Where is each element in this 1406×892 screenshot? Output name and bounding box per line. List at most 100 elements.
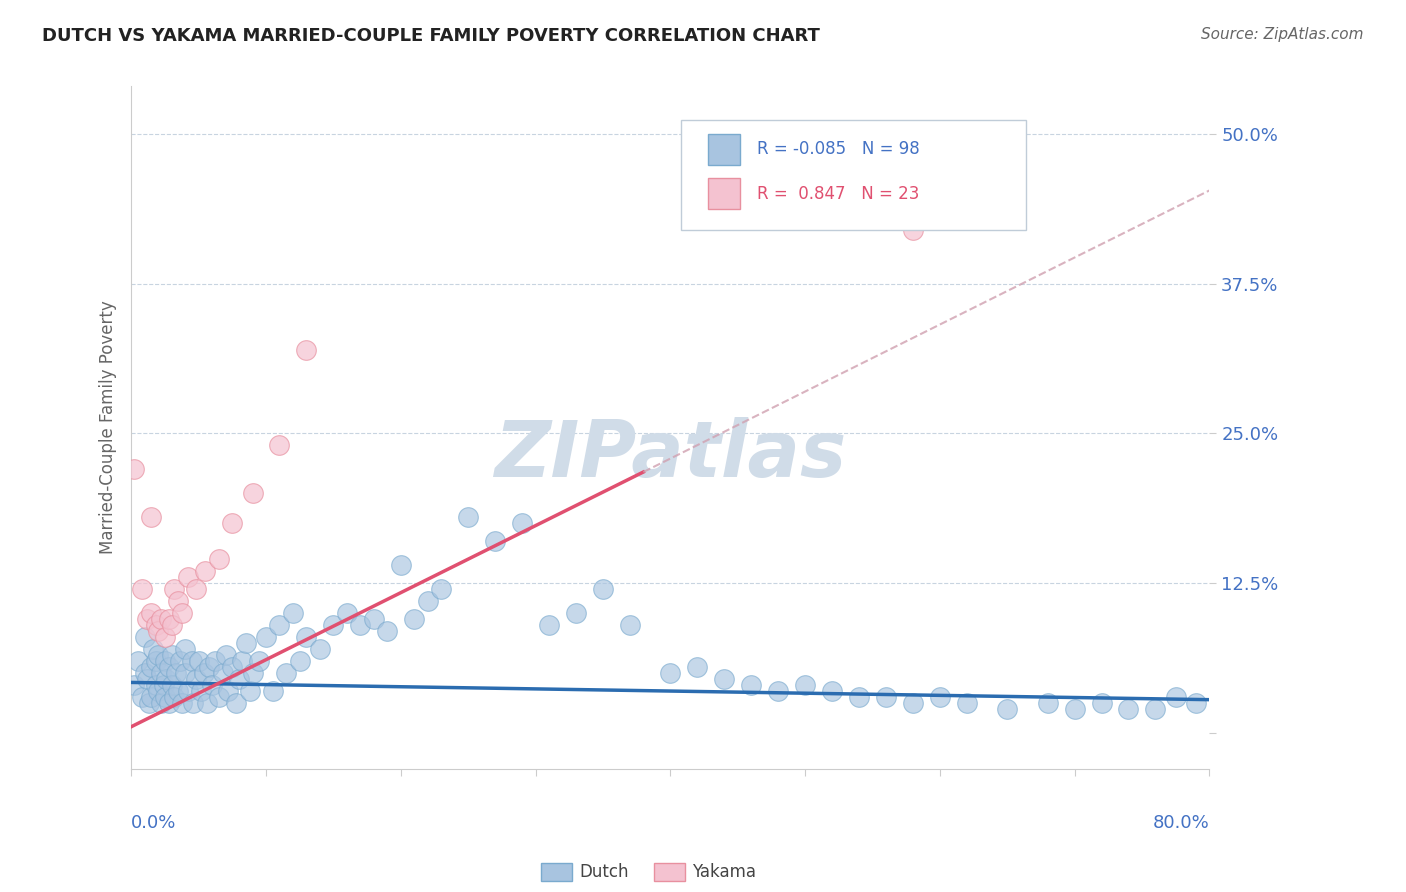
Point	[153, 690, 176, 704]
Point	[198, 660, 221, 674]
Point	[901, 696, 924, 710]
Point	[187, 654, 209, 668]
Point	[740, 678, 762, 692]
Point	[157, 696, 180, 710]
Point	[160, 618, 183, 632]
Point	[214, 648, 236, 662]
Point	[875, 690, 897, 704]
FancyBboxPatch shape	[709, 178, 741, 209]
Point	[169, 654, 191, 668]
Point	[1036, 696, 1059, 710]
Point	[242, 486, 264, 500]
Text: Dutch: Dutch	[579, 863, 628, 881]
Point	[181, 696, 204, 710]
Point	[131, 690, 153, 704]
Point	[184, 672, 207, 686]
Point	[686, 660, 709, 674]
Point	[1144, 702, 1167, 716]
Text: DUTCH VS YAKAMA MARRIED-COUPLE FAMILY POVERTY CORRELATION CHART: DUTCH VS YAKAMA MARRIED-COUPLE FAMILY PO…	[42, 27, 820, 45]
Point	[1063, 702, 1085, 716]
Point	[172, 606, 194, 620]
Point	[404, 612, 426, 626]
Point	[153, 654, 176, 668]
Point	[141, 660, 163, 674]
Point	[221, 516, 243, 531]
Point	[160, 648, 183, 662]
Point	[160, 678, 183, 692]
Point	[363, 612, 385, 626]
Point	[122, 462, 145, 476]
Point	[269, 438, 291, 452]
FancyBboxPatch shape	[681, 120, 1026, 229]
Text: ZIPatlas: ZIPatlas	[494, 417, 846, 492]
Point	[217, 683, 239, 698]
Point	[510, 516, 533, 531]
Point	[221, 660, 243, 674]
Point	[145, 678, 167, 692]
Point	[956, 696, 979, 710]
Point	[149, 612, 172, 626]
Point	[184, 582, 207, 596]
Point	[416, 594, 439, 608]
Point	[228, 672, 250, 686]
Point	[262, 683, 284, 698]
Point	[157, 612, 180, 626]
Point	[136, 612, 159, 626]
Point	[235, 636, 257, 650]
Text: R =  0.847   N = 23: R = 0.847 N = 23	[756, 185, 920, 202]
Point	[165, 665, 187, 680]
Point	[174, 641, 197, 656]
Point	[155, 672, 177, 686]
Point	[141, 606, 163, 620]
Text: 0.0%: 0.0%	[131, 814, 177, 832]
Point	[142, 641, 165, 656]
Point	[141, 690, 163, 704]
Point	[281, 606, 304, 620]
Point	[995, 702, 1018, 716]
Point	[430, 582, 453, 596]
Point	[134, 665, 156, 680]
Point	[193, 665, 215, 680]
Point	[389, 558, 412, 573]
Point	[242, 665, 264, 680]
Point	[375, 624, 398, 638]
Point	[167, 683, 190, 698]
Point	[194, 564, 217, 578]
FancyBboxPatch shape	[709, 134, 741, 165]
Point	[201, 678, 224, 692]
Point	[172, 696, 194, 710]
Point	[276, 665, 298, 680]
Point	[247, 654, 270, 668]
Point	[141, 510, 163, 524]
Point	[336, 606, 359, 620]
Point	[149, 696, 172, 710]
Point	[309, 641, 332, 656]
Point	[180, 654, 202, 668]
Point	[190, 683, 212, 698]
Point	[195, 696, 218, 710]
Point	[901, 223, 924, 237]
Point	[254, 630, 277, 644]
Point	[225, 696, 247, 710]
Point	[163, 690, 186, 704]
Point	[1164, 690, 1187, 704]
Point	[149, 665, 172, 680]
Point	[565, 606, 588, 620]
Point	[537, 618, 560, 632]
Point	[177, 683, 200, 698]
Point	[131, 582, 153, 596]
Point	[212, 665, 235, 680]
Point	[136, 672, 159, 686]
Point	[152, 678, 174, 692]
Point	[457, 510, 479, 524]
Point	[295, 343, 318, 357]
Point	[157, 660, 180, 674]
Point	[288, 654, 311, 668]
Point	[148, 683, 170, 698]
Point	[177, 570, 200, 584]
Point	[138, 696, 160, 710]
Text: R = -0.085   N = 98: R = -0.085 N = 98	[756, 140, 920, 159]
Point	[231, 654, 253, 668]
Point	[766, 683, 789, 698]
Point	[148, 648, 170, 662]
